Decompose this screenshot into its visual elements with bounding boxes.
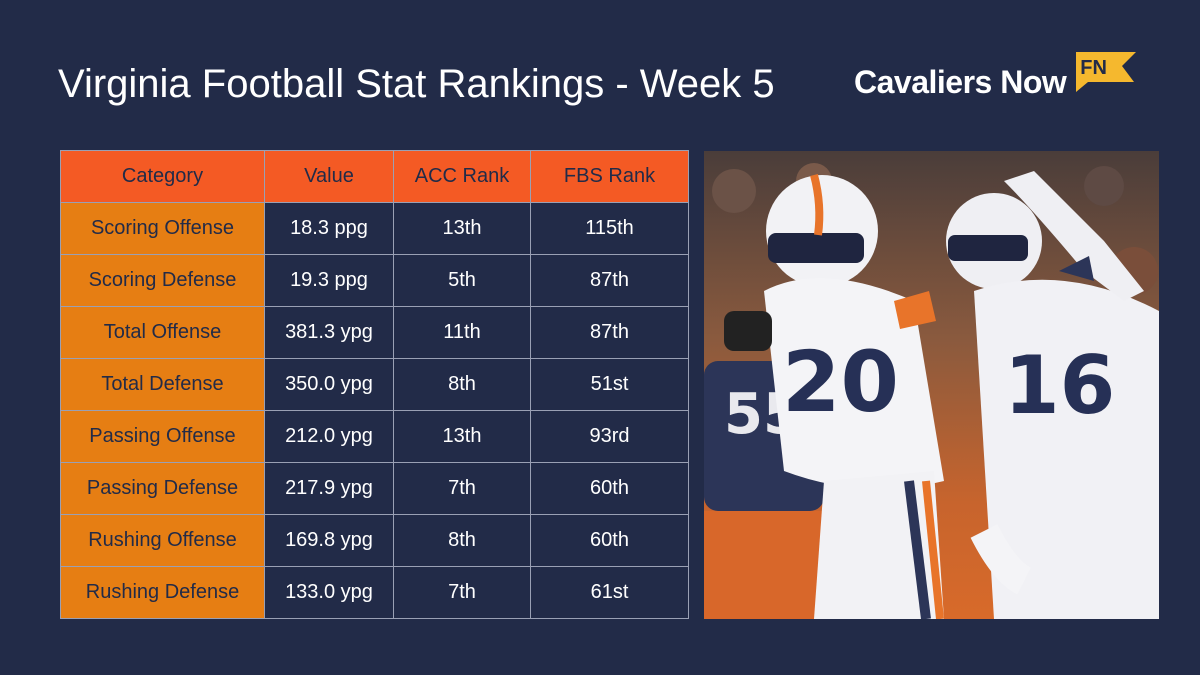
category-cell: Total Offense <box>60 306 265 359</box>
fn-badge-label: FN <box>1080 57 1107 79</box>
acc-rank-cell: 5th <box>393 254 531 307</box>
player-celebration-photo: 55 20 16 <box>704 151 1159 619</box>
fbs-rank-cell: 51st <box>530 358 689 411</box>
acc-rank-cell: 8th <box>393 514 531 567</box>
value-cell: 350.0 ypg <box>264 358 394 411</box>
fbs-rank-cell: 93rd <box>530 410 689 463</box>
photo-illustration: 55 20 16 <box>704 163 1159 619</box>
acc-rank-cell: 8th <box>393 358 531 411</box>
category-cell: Rushing Offense <box>60 514 265 567</box>
fbs-rank-cell: 60th <box>530 462 689 515</box>
table-row: Passing Offense 212.0 ypg 13th 93rd <box>60 410 689 463</box>
acc-rank-cell: 7th <box>393 566 531 619</box>
value-cell: 18.3 ppg <box>264 202 394 255</box>
acc-rank-cell: 7th <box>393 462 531 515</box>
brand-name: Cavaliers Now <box>854 63 1067 100</box>
acc-rank-cell: 13th <box>393 410 531 463</box>
value-cell: 169.8 ypg <box>264 514 394 567</box>
table-row: Rushing Offense 169.8 ypg 8th 60th <box>60 514 689 567</box>
value-cell: 212.0 ypg <box>264 410 394 463</box>
table-header-row: Category Value ACC Rank FBS Rank <box>60 150 689 203</box>
category-cell: Scoring Defense <box>60 254 265 307</box>
header-value: Value <box>264 150 394 203</box>
table-row: Total Defense 350.0 ypg 8th 51st <box>60 358 689 411</box>
fn-badge-icon: FN <box>1076 52 1137 92</box>
player-jersey-number-front: 20 <box>782 333 899 431</box>
value-cell: 217.9 ypg <box>264 462 394 515</box>
fbs-rank-cell: 87th <box>530 254 689 307</box>
value-cell: 381.3 ypg <box>264 306 394 359</box>
player-jersey-number-back: 16 <box>1004 339 1115 432</box>
value-cell: 19.3 ppg <box>264 254 394 307</box>
fbs-rank-cell: 115th <box>530 202 689 255</box>
category-cell: Scoring Offense <box>60 202 265 255</box>
fbs-rank-cell: 60th <box>530 514 689 567</box>
acc-rank-cell: 11th <box>393 306 531 359</box>
acc-rank-cell: 13th <box>393 202 531 255</box>
table-row: Passing Defense 217.9 ypg 7th 60th <box>60 462 689 515</box>
category-cell: Total Defense <box>60 358 265 411</box>
header-category: Category <box>60 150 265 203</box>
value-cell: 133.0 ypg <box>264 566 394 619</box>
stats-table: Category Value ACC Rank FBS Rank Scoring… <box>60 150 689 619</box>
category-cell: Passing Defense <box>60 462 265 515</box>
table-row: Scoring Offense 18.3 ppg 13th 115th <box>60 202 689 255</box>
brand-logo: Cavaliers Now FN <box>854 52 1137 108</box>
page-title: Virginia Football Stat Rankings - Week 5 <box>58 62 775 106</box>
header-fbs-rank: FBS Rank <box>530 150 689 203</box>
table-row: Scoring Defense 19.3 ppg 5th 87th <box>60 254 689 307</box>
table-row: Rushing Defense 133.0 ypg 7th 61st <box>60 566 689 619</box>
fbs-rank-cell: 87th <box>530 306 689 359</box>
header-acc-rank: ACC Rank <box>393 150 531 203</box>
table-row: Total Offense 381.3 ypg 11th 87th <box>60 306 689 359</box>
category-cell: Rushing Defense <box>60 566 265 619</box>
fbs-rank-cell: 61st <box>530 566 689 619</box>
category-cell: Passing Offense <box>60 410 265 463</box>
